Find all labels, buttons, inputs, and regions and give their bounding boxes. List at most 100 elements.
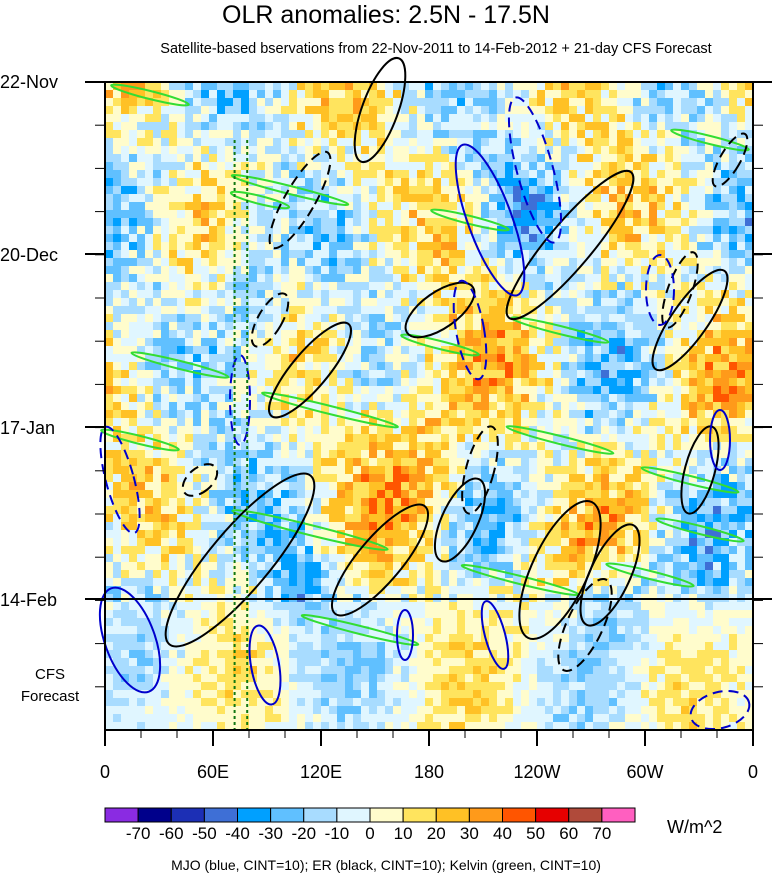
field-cell [177, 538, 186, 547]
field-cell [417, 98, 426, 107]
field-cell [721, 106, 730, 115]
field-cell [153, 314, 162, 323]
field-cell [569, 210, 578, 219]
field-cell [225, 226, 234, 235]
field-cell [129, 250, 138, 259]
field-cell [529, 458, 538, 467]
field-cell [689, 202, 698, 211]
field-cell [345, 186, 354, 195]
field-cell [401, 450, 410, 459]
field-cell [137, 130, 146, 139]
field-cell [545, 146, 554, 155]
field-cell [609, 90, 618, 99]
field-cell [281, 210, 290, 219]
field-cell [369, 114, 378, 123]
field-cell [313, 298, 322, 307]
field-cell [601, 354, 610, 363]
field-cell [377, 378, 386, 387]
field-cell [193, 402, 202, 411]
field-cell [257, 154, 266, 163]
field-cell [249, 370, 258, 379]
field-cell [305, 506, 314, 515]
field-cell [137, 106, 146, 115]
field-cell [553, 450, 562, 459]
field-cell [505, 530, 514, 539]
field-cell [689, 178, 698, 187]
field-cell [177, 130, 186, 139]
field-cell [377, 122, 386, 131]
field-cell [545, 138, 554, 147]
field-cell [561, 474, 570, 483]
field-cell [729, 130, 738, 139]
field-cell [569, 202, 578, 211]
field-cell [233, 570, 242, 579]
field-cell [121, 186, 130, 195]
field-cell [289, 114, 298, 123]
field-cell [305, 290, 314, 299]
field-cell [329, 250, 338, 259]
field-cell [225, 426, 234, 435]
field-cell [169, 234, 178, 243]
field-cell [313, 210, 322, 219]
field-cell [689, 186, 698, 195]
field-cell [169, 346, 178, 355]
field-cell [457, 106, 466, 115]
field-cell [561, 514, 570, 523]
field-cell [593, 322, 602, 331]
field-cell [353, 442, 362, 451]
field-cell [257, 138, 266, 147]
field-cell [369, 282, 378, 291]
field-cell [641, 442, 650, 451]
field-cell [105, 186, 114, 195]
field-cell [665, 394, 674, 403]
field-cell [337, 522, 346, 531]
field-cell [641, 106, 650, 115]
field-cell [385, 522, 394, 531]
field-cell [665, 370, 674, 379]
field-cell [449, 570, 458, 579]
field-cell [513, 162, 522, 171]
field-cell [225, 138, 234, 147]
field-cell [209, 298, 218, 307]
field-cell [377, 554, 386, 563]
field-cell [681, 386, 690, 395]
field-cell [257, 322, 266, 331]
field-cell [737, 442, 746, 451]
field-cell [577, 266, 586, 275]
field-cell [505, 562, 514, 571]
field-cell [569, 362, 578, 371]
field-cell [601, 546, 610, 555]
field-cell [369, 346, 378, 355]
field-cell [121, 498, 130, 507]
field-cell [297, 98, 306, 107]
field-cell [641, 394, 650, 403]
field-cell [209, 290, 218, 299]
field-cell [417, 322, 426, 331]
field-cell [649, 282, 658, 291]
field-cell [305, 522, 314, 531]
field-cell [233, 146, 242, 155]
field-cell [449, 114, 458, 123]
field-cell [297, 498, 306, 507]
field-cell [641, 458, 650, 467]
field-cell [289, 562, 298, 571]
field-cell [137, 458, 146, 467]
field-cell [545, 546, 554, 555]
field-cell [233, 298, 242, 307]
field-cell [689, 554, 698, 563]
field-cell [545, 210, 554, 219]
field-cell [689, 226, 698, 235]
field-cell [385, 90, 394, 99]
field-cell [737, 178, 746, 187]
field-cell [457, 146, 466, 155]
field-cell [297, 154, 306, 163]
field-cell [321, 562, 330, 571]
field-cell [177, 450, 186, 459]
field-cell [657, 210, 666, 219]
field-cell [721, 538, 730, 547]
field-cell [345, 274, 354, 283]
field-cell [393, 530, 402, 539]
field-cell [145, 146, 154, 155]
field-cell [273, 482, 282, 491]
field-cell [713, 258, 722, 267]
